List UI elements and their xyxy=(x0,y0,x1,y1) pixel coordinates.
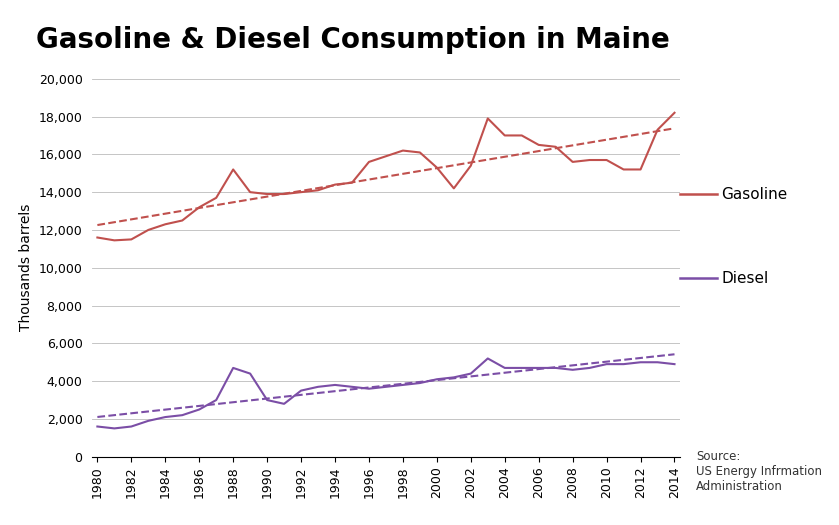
Diesel xyxy=(279,401,289,407)
Text: Gasoline: Gasoline xyxy=(722,187,788,202)
Diesel xyxy=(245,371,255,377)
Diesel xyxy=(500,365,510,371)
Gasoline xyxy=(585,157,595,163)
Diesel xyxy=(143,418,154,424)
Diesel xyxy=(602,361,612,368)
Diesel xyxy=(160,414,170,420)
Gasoline xyxy=(143,227,154,233)
Diesel xyxy=(330,382,340,388)
Gasoline xyxy=(279,191,289,197)
Diesel xyxy=(568,366,578,373)
Gasoline xyxy=(92,234,102,240)
Diesel xyxy=(653,359,663,365)
Diesel xyxy=(534,365,544,371)
Gasoline xyxy=(194,204,204,211)
Diesel xyxy=(585,365,595,371)
Gasoline xyxy=(618,166,628,173)
Diesel xyxy=(449,374,459,381)
Line: Gasoline: Gasoline xyxy=(97,113,675,240)
Gasoline xyxy=(635,166,645,173)
Gasoline xyxy=(432,164,442,171)
Diesel xyxy=(466,371,476,377)
Gasoline xyxy=(245,189,255,195)
Gasoline xyxy=(550,144,560,150)
Diesel xyxy=(550,365,560,371)
Gasoline xyxy=(330,182,340,188)
Gasoline xyxy=(500,132,510,139)
Gasoline xyxy=(160,221,170,227)
Diesel xyxy=(364,385,374,392)
Y-axis label: Thousands barrels: Thousands barrels xyxy=(19,204,33,331)
Diesel xyxy=(432,376,442,382)
Text: Diesel: Diesel xyxy=(722,271,769,286)
Gasoline xyxy=(398,148,408,154)
Gasoline xyxy=(381,153,391,160)
Gasoline xyxy=(670,110,680,116)
Gasoline xyxy=(211,195,221,201)
Diesel xyxy=(618,361,628,368)
Gasoline xyxy=(466,163,476,169)
Diesel xyxy=(517,365,527,371)
Gasoline xyxy=(364,159,374,165)
Diesel xyxy=(381,384,391,390)
Diesel xyxy=(296,387,306,394)
Text: Source:
US Energy Infrmation
Administration: Source: US Energy Infrmation Administrat… xyxy=(696,450,822,494)
Diesel xyxy=(228,365,238,371)
Gasoline xyxy=(109,237,119,244)
Diesel xyxy=(313,384,323,390)
Diesel xyxy=(347,384,357,390)
Gasoline xyxy=(602,157,612,163)
Line: Diesel: Diesel xyxy=(97,359,675,428)
Gasoline xyxy=(482,116,492,122)
Diesel xyxy=(262,397,272,403)
Diesel xyxy=(635,359,645,365)
Gasoline xyxy=(262,191,272,197)
Diesel xyxy=(414,380,425,386)
Diesel xyxy=(109,425,119,432)
Diesel xyxy=(482,355,492,362)
Diesel xyxy=(398,382,408,388)
Gasoline xyxy=(568,159,578,165)
Diesel xyxy=(127,423,137,429)
Gasoline xyxy=(449,185,459,192)
Diesel xyxy=(211,397,221,403)
Diesel xyxy=(670,361,680,368)
Gasoline xyxy=(313,187,323,193)
Text: Gasoline & Diesel Consumption in Maine: Gasoline & Diesel Consumption in Maine xyxy=(35,26,670,54)
Gasoline xyxy=(517,132,527,139)
Diesel xyxy=(177,412,187,418)
Diesel xyxy=(92,423,102,429)
Gasoline xyxy=(296,189,306,195)
Diesel xyxy=(194,406,204,413)
Gasoline xyxy=(127,236,137,243)
Gasoline xyxy=(228,166,238,173)
Gasoline xyxy=(534,142,544,148)
Gasoline xyxy=(414,149,425,155)
Gasoline xyxy=(177,217,187,224)
Gasoline xyxy=(653,127,663,133)
Gasoline xyxy=(347,180,357,186)
